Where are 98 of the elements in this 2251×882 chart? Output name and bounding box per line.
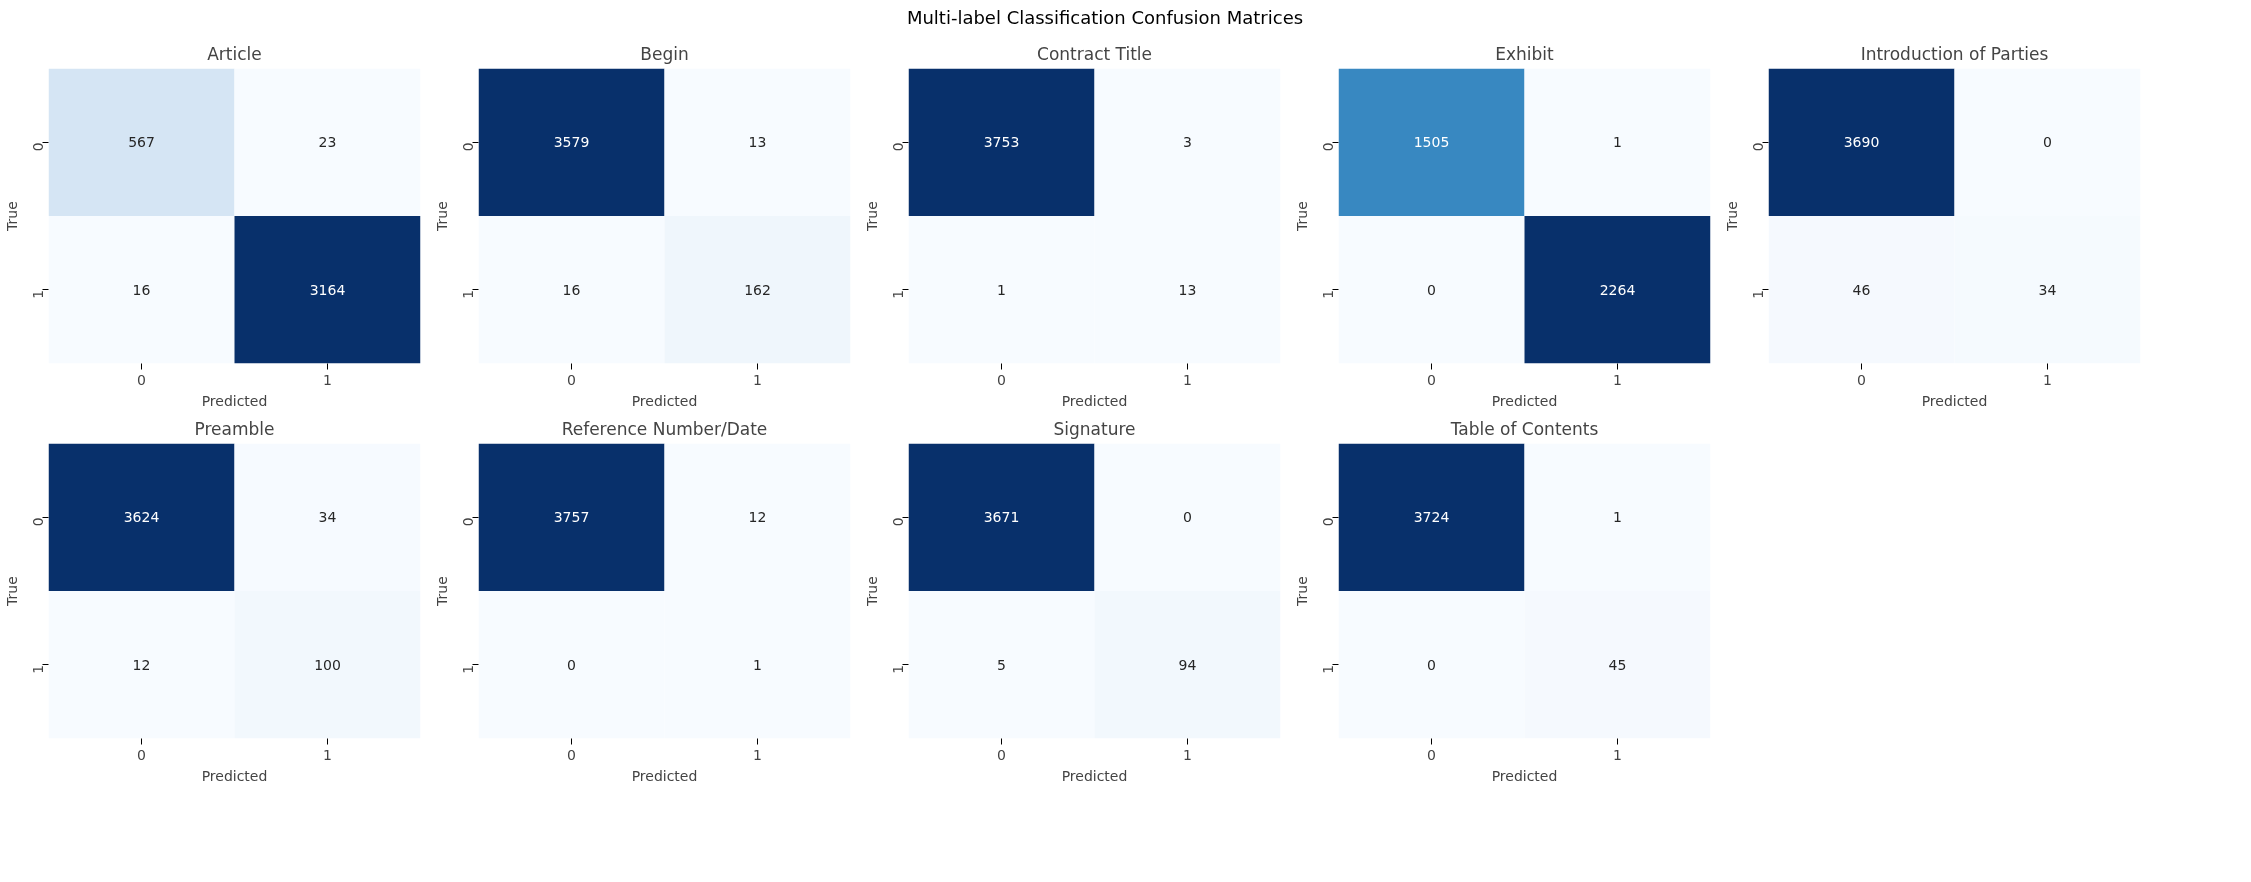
data-label: 0 bbox=[2043, 133, 2052, 150]
x-tick-label: 0 bbox=[1857, 371, 1866, 388]
data-label: 94 bbox=[1178, 656, 1197, 673]
chart-title: Introduction of Parties bbox=[1860, 43, 2049, 64]
y-axis-title: True bbox=[433, 575, 450, 607]
y-tick-label: 1 bbox=[459, 289, 476, 299]
y-axis-title: True bbox=[1723, 200, 1740, 232]
x-tick-label: 0 bbox=[997, 371, 1006, 388]
y-tick-label: 0 bbox=[889, 516, 906, 526]
data-label: 3753 bbox=[983, 133, 1020, 150]
data-label: 567 bbox=[128, 133, 155, 150]
data-label: 3 bbox=[1183, 133, 1192, 150]
data-label: 23 bbox=[318, 133, 337, 150]
x-tick-label: 1 bbox=[323, 371, 332, 388]
data-label: 2264 bbox=[1599, 281, 1636, 298]
data-label: 13 bbox=[1178, 281, 1197, 298]
chart-title: Article bbox=[207, 43, 262, 64]
x-tick-label: 0 bbox=[1427, 746, 1436, 763]
x-tick-label: 1 bbox=[1183, 746, 1192, 763]
y-axis-title: True bbox=[1293, 200, 1310, 232]
x-axis-title: Predicted bbox=[1921, 392, 1988, 409]
data-label: 3690 bbox=[1843, 133, 1880, 150]
data-label: 1 bbox=[1613, 508, 1622, 525]
data-label: 3724 bbox=[1413, 508, 1450, 525]
data-label: 16 bbox=[562, 281, 581, 298]
x-axis-title: Predicted bbox=[1491, 392, 1558, 409]
chart-title: Exhibit bbox=[1495, 43, 1555, 64]
y-axis-title: True bbox=[433, 200, 450, 232]
x-tick-label: 0 bbox=[137, 746, 146, 763]
data-label: 1 bbox=[997, 281, 1006, 298]
x-tick-label: 1 bbox=[323, 746, 332, 763]
chart-title: Preamble bbox=[194, 418, 275, 439]
y-tick-label: 0 bbox=[1319, 141, 1336, 151]
data-label: 0 bbox=[1427, 281, 1436, 298]
data-label: 162 bbox=[744, 281, 771, 298]
x-tick-label: 1 bbox=[1613, 746, 1622, 763]
data-label: 3671 bbox=[983, 508, 1020, 525]
y-tick-label: 1 bbox=[1319, 289, 1336, 299]
y-tick-label: 1 bbox=[29, 664, 46, 674]
x-axis-title: Predicted bbox=[201, 767, 268, 784]
y-axis-title: True bbox=[3, 575, 20, 607]
y-tick-label: 0 bbox=[889, 141, 906, 151]
data-label: 5 bbox=[997, 656, 1006, 673]
y-tick-label: 0 bbox=[29, 141, 46, 151]
chart-title: Contract Title bbox=[1037, 43, 1152, 64]
x-tick-label: 0 bbox=[1427, 371, 1436, 388]
x-tick-label: 0 bbox=[997, 746, 1006, 763]
x-tick-label: 0 bbox=[567, 746, 576, 763]
y-axis-title: True bbox=[863, 200, 880, 232]
y-tick-label: 0 bbox=[459, 141, 476, 151]
y-axis-title: True bbox=[3, 200, 20, 232]
x-axis-title: Predicted bbox=[631, 392, 698, 409]
x-tick-label: 0 bbox=[567, 371, 576, 388]
x-axis-title: Predicted bbox=[1061, 392, 1128, 409]
x-tick-label: 1 bbox=[753, 746, 762, 763]
chart-title: Signature bbox=[1053, 418, 1136, 439]
x-tick-label: 0 bbox=[137, 371, 146, 388]
y-tick-label: 0 bbox=[29, 516, 46, 526]
data-label: 13 bbox=[748, 133, 767, 150]
data-label: 16 bbox=[132, 281, 151, 298]
y-axis-title: True bbox=[1293, 575, 1310, 607]
y-tick-label: 1 bbox=[1319, 664, 1336, 674]
data-label: 46 bbox=[1852, 281, 1871, 298]
y-tick-label: 0 bbox=[1319, 516, 1336, 526]
y-axis-title: True bbox=[863, 575, 880, 607]
data-label: 100 bbox=[314, 656, 341, 673]
x-tick-label: 1 bbox=[1183, 371, 1192, 388]
y-tick-label: 0 bbox=[459, 516, 476, 526]
data-label: 3624 bbox=[123, 508, 160, 525]
data-label: 12 bbox=[748, 508, 767, 525]
chart-title: Table of Contents bbox=[1449, 418, 1599, 439]
data-label: 3757 bbox=[553, 508, 590, 525]
y-tick-label: 1 bbox=[889, 664, 906, 674]
data-label: 1 bbox=[1613, 133, 1622, 150]
y-tick-label: 1 bbox=[29, 289, 46, 299]
chart-title: Reference Number/Date bbox=[561, 418, 768, 439]
text: Multi-label Classification Confusion Matrices bbox=[906, 6, 1304, 30]
x-axis-title: Predicted bbox=[1491, 767, 1558, 784]
x-axis-title: Predicted bbox=[1061, 767, 1128, 784]
data-label: 34 bbox=[2038, 281, 2057, 298]
data-label: 1505 bbox=[1413, 133, 1450, 150]
data-label: 12 bbox=[132, 656, 151, 673]
x-axis-title: Predicted bbox=[201, 392, 268, 409]
data-label: 0 bbox=[567, 656, 576, 673]
x-tick-label: 1 bbox=[753, 371, 762, 388]
x-axis-title: Predicted bbox=[631, 767, 698, 784]
y-tick-label: 1 bbox=[889, 289, 906, 299]
data-label: 34 bbox=[318, 508, 337, 525]
data-label: 1 bbox=[753, 656, 762, 673]
data-label: 0 bbox=[1427, 656, 1436, 673]
data-label: 45 bbox=[1608, 656, 1627, 673]
y-tick-label: 1 bbox=[459, 664, 476, 674]
data-label: 3579 bbox=[553, 133, 590, 150]
chart-title: Begin bbox=[640, 43, 689, 64]
x-tick-label: 1 bbox=[1613, 371, 1622, 388]
x-tick-label: 1 bbox=[2043, 371, 2052, 388]
data-label: 0 bbox=[1183, 508, 1192, 525]
data-label: 3164 bbox=[309, 281, 346, 298]
